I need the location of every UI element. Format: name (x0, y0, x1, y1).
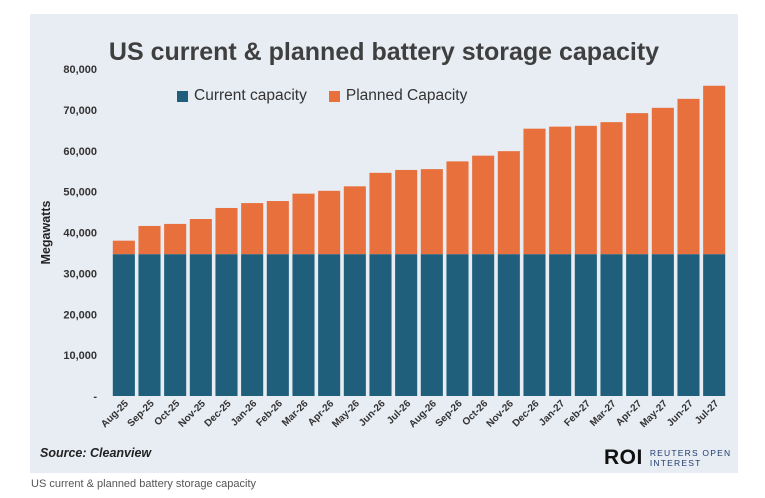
bar-current-capacity (241, 254, 264, 396)
bar-planned-capacity (215, 207, 238, 255)
x-tick-label: Aug-26 (407, 398, 439, 430)
bar-planned-capacity (446, 161, 469, 255)
bar-current-capacity (497, 254, 520, 396)
bar-current-capacity (292, 254, 315, 396)
bar-current-capacity (138, 254, 161, 396)
bar-planned-capacity (651, 107, 674, 255)
bar-current-capacity (446, 254, 469, 396)
y-tick-label: 10,000 (63, 350, 97, 362)
legend-swatch-current (177, 90, 188, 102)
bar-planned-capacity (472, 155, 495, 255)
legend-label-planned: Planned Capacity (345, 87, 468, 104)
bar-planned-capacity (523, 128, 546, 255)
bar-current-capacity (626, 254, 649, 396)
bar-current-capacity (600, 254, 623, 396)
bar-current-capacity (369, 254, 392, 396)
bar-current-capacity (472, 254, 495, 396)
chart-title: US current & planned battery storage cap… (108, 38, 660, 66)
bar-current-capacity (703, 254, 726, 396)
x-tick-label: Sep-25 (126, 398, 157, 429)
bar-planned-capacity (318, 190, 341, 255)
bar-planned-capacity (241, 203, 264, 255)
x-tick-label: Jul-27 (693, 398, 722, 427)
bar-planned-capacity (343, 186, 366, 255)
bar-planned-capacity (189, 219, 212, 255)
x-tick-label: Aug-25 (99, 398, 131, 430)
bar-planned-capacity (112, 240, 135, 255)
bar-planned-capacity (164, 223, 187, 255)
bar-current-capacity (112, 254, 135, 396)
bar-current-capacity (189, 254, 212, 396)
legend-swatch-planned (328, 90, 340, 102)
bar-current-capacity (523, 254, 546, 396)
brand-text: REUTERS OPEN INTEREST (650, 448, 731, 468)
figure-caption: US current & planned battery storage cap… (31, 478, 257, 490)
bar-planned-capacity (626, 113, 649, 255)
chart-legend: Current capacity Planned Capacity (177, 87, 467, 105)
bar-current-capacity (420, 254, 443, 396)
legend-entry-current: Current capacity (177, 87, 307, 105)
x-tick-label: Jan-26 (229, 398, 259, 428)
x-tick-label: Feb-26 (254, 398, 285, 429)
y-tick-label: 20,000 (63, 309, 97, 321)
bar-planned-capacity (138, 225, 161, 255)
bar-planned-capacity (266, 201, 289, 255)
bar-current-capacity (677, 254, 700, 396)
bar-current-capacity (574, 254, 597, 396)
x-tick-label: Nov-25 (177, 398, 209, 430)
y-tick-label: 40,000 (63, 228, 97, 240)
chart-figure: - 10,000 20,000 30,000 40,000 50,000 60,000 70,… (30, 14, 738, 473)
bar-current-capacity (343, 254, 366, 396)
bar-planned-capacity (574, 125, 597, 255)
bar-current-capacity (164, 254, 187, 396)
source-note: Source: Cleanview (40, 446, 152, 460)
x-tick-label: Mar-27 (588, 398, 619, 429)
y-tick-label: - (93, 391, 97, 403)
bar-planned-capacity (420, 169, 443, 255)
y-tick-label: 50,000 (63, 187, 97, 199)
y-tick-label: 80,000 (63, 64, 97, 76)
bar-current-capacity (318, 254, 341, 396)
x-tick-label: Nov-26 (485, 398, 517, 430)
x-tick-label: May-27 (638, 398, 670, 430)
bar-planned-capacity (600, 122, 623, 255)
bar-current-capacity (395, 254, 418, 396)
bar-planned-capacity (677, 98, 700, 255)
y-tick-label: 70,000 (63, 105, 97, 117)
y-axis-title: Megawatts (39, 201, 53, 265)
bar-current-capacity (549, 254, 572, 396)
bar-chart: - 10,000 20,000 30,000 40,000 50,000 60,000 70,… (39, 64, 726, 430)
x-tick-label: Jun-26 (357, 398, 388, 429)
x-tick-label: Dec-26 (511, 398, 542, 429)
bar-planned-capacity (497, 151, 520, 255)
bar-planned-capacity (703, 85, 726, 255)
brand-mark: ROI (604, 446, 643, 469)
y-tick-label: 60,000 (63, 146, 97, 158)
bar-current-capacity (266, 254, 289, 396)
brand-line-1: REUTERS OPEN (649, 448, 732, 458)
x-tick-label: Feb-27 (562, 398, 593, 429)
x-tick-label: Sep-26 (434, 398, 465, 429)
legend-entry-planned: Planned Capacity (328, 87, 468, 105)
brand-logo: ROI REUTERS OPEN INTEREST (604, 446, 731, 470)
bar-planned-capacity (292, 193, 315, 255)
x-tick-label: May-26 (330, 398, 362, 430)
x-tick-label: Mar-26 (280, 398, 311, 429)
brand-line-2: INTEREST (649, 458, 702, 468)
y-tick-label: 30,000 (63, 268, 97, 280)
bar-current-capacity (651, 254, 674, 396)
x-tick-label: Jun-27 (665, 398, 696, 429)
x-tick-label: Dec-25 (203, 398, 234, 429)
bar-planned-capacity (395, 169, 418, 255)
legend-label-current: Current capacity (194, 87, 307, 104)
x-tick-label: Jan-27 (537, 398, 567, 428)
bar-current-capacity (215, 254, 238, 396)
bar-planned-capacity (549, 126, 572, 255)
bar-planned-capacity (369, 172, 392, 255)
